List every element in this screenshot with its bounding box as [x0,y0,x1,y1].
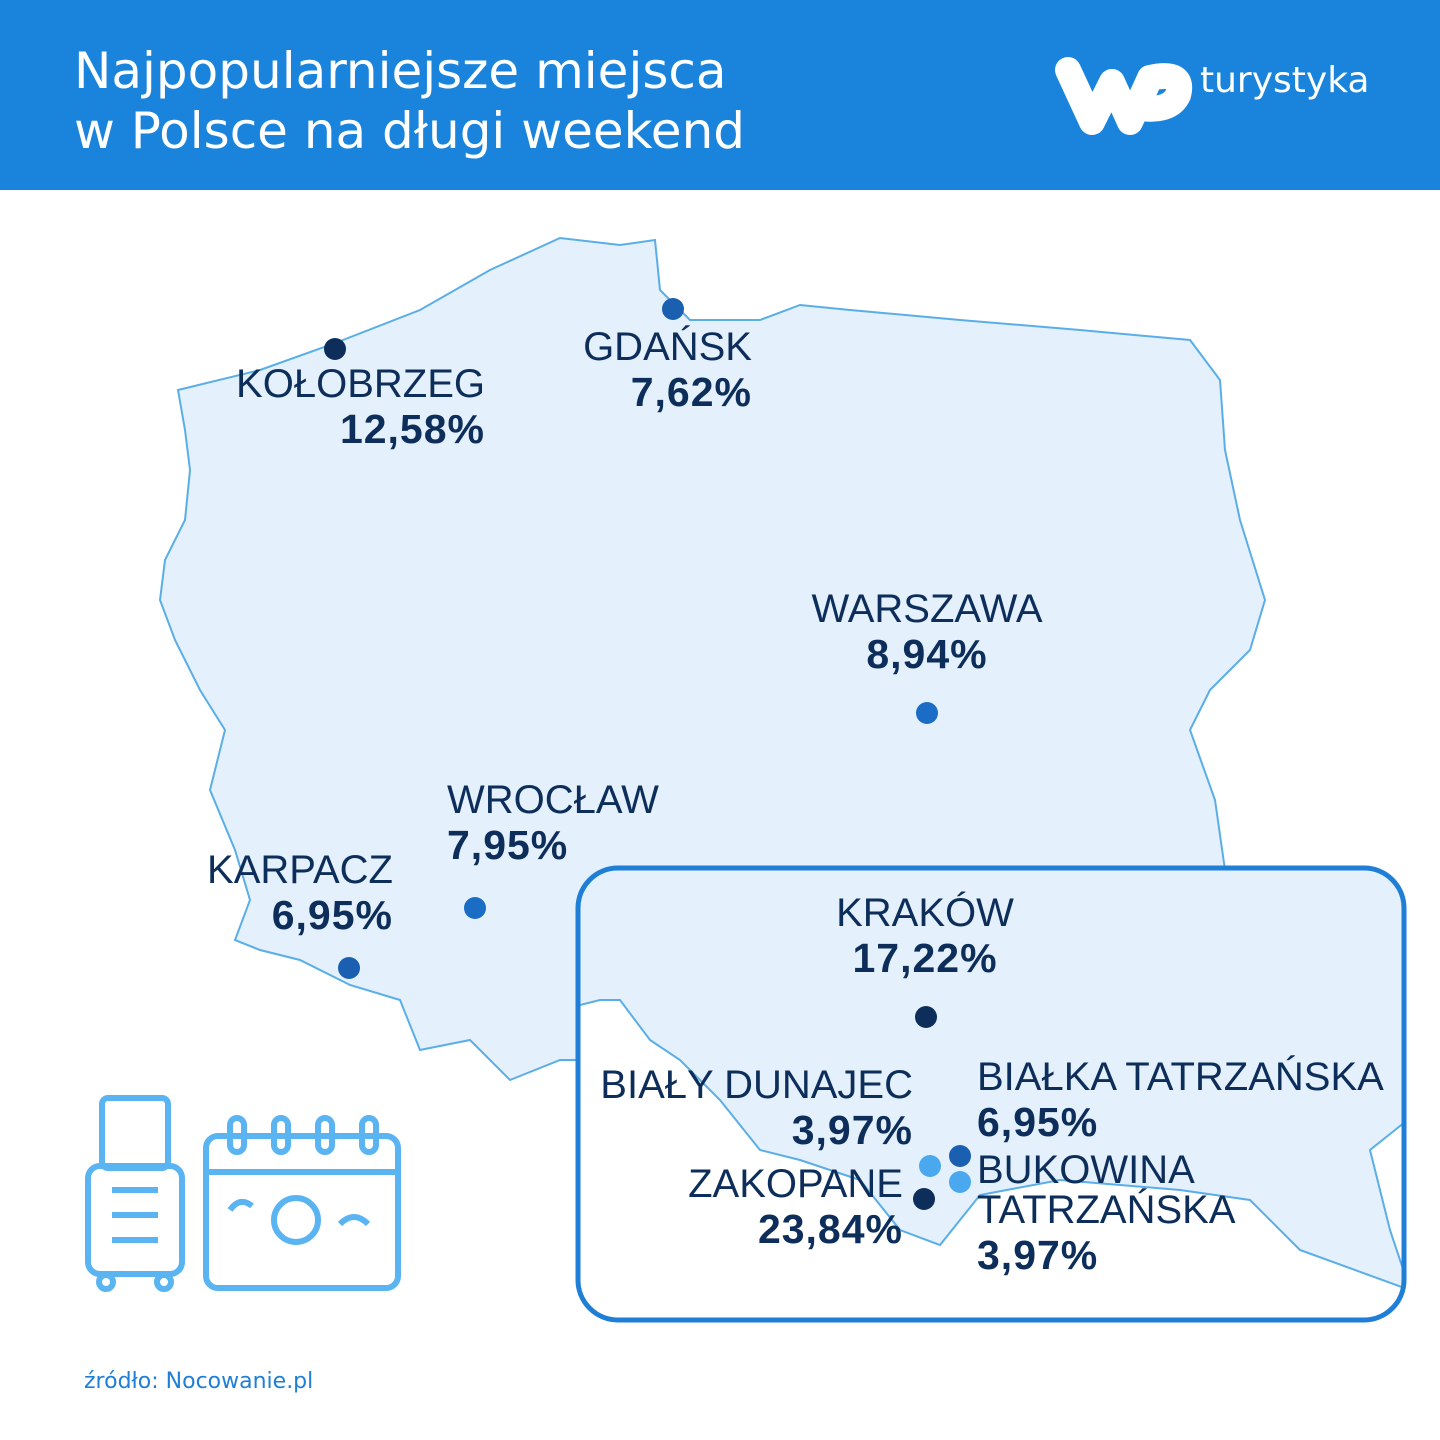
place-dot [913,1188,935,1210]
place-share: 7,62% [631,369,752,415]
place-name: KARPACZ [207,848,393,892]
place-share: 17,22% [852,935,997,981]
header-bar [0,0,1440,190]
place-name: WROCŁAW [447,778,659,822]
place-dot [915,1006,937,1028]
brand-text: turystyka [1200,60,1370,101]
title-line: Najpopularniejsze miejsca [74,42,727,100]
place-dot [464,897,486,919]
place-name: WARSZAWA [811,587,1042,631]
place-share: 7,95% [447,822,568,868]
place-share: 6,95% [977,1099,1098,1145]
place-name: GDAŃSK [583,324,752,369]
place-name: TATRZAŃSKA [977,1187,1236,1232]
place-share: 12,58% [340,406,485,452]
place-name: BIAŁKA TATRZAŃSKA [977,1054,1384,1099]
place-share: 6,95% [272,892,393,938]
place-name: ZAKOPANE [688,1162,903,1206]
inset-frame [575,865,1407,1323]
place-name: BUKOWINA [977,1148,1195,1192]
logo [1055,57,1193,135]
suitcase-icon [85,1095,185,1292]
source-note: źródło: Nocowanie.pl [84,1369,313,1394]
calendar-icon [203,1115,401,1291]
place-share: 23,84% [758,1206,903,1252]
place-name: KRAKÓW [836,890,1014,935]
title-line: w Polsce na długi weekend [74,102,745,160]
place-share: 8,94% [866,631,987,677]
place-dot [338,957,360,979]
place-share: 3,97% [977,1232,1098,1278]
place-dot [919,1155,941,1177]
place-dot [949,1145,971,1167]
inset-map [578,868,1404,1292]
place-dot [324,338,346,360]
place-dot [916,702,938,724]
place-name: KOŁOBRZEG [236,362,485,406]
place-dot [949,1171,971,1193]
place-name: BIAŁY DUNAJEC [600,1063,913,1107]
place-share: 3,97% [792,1107,913,1153]
place-dot [662,298,684,320]
